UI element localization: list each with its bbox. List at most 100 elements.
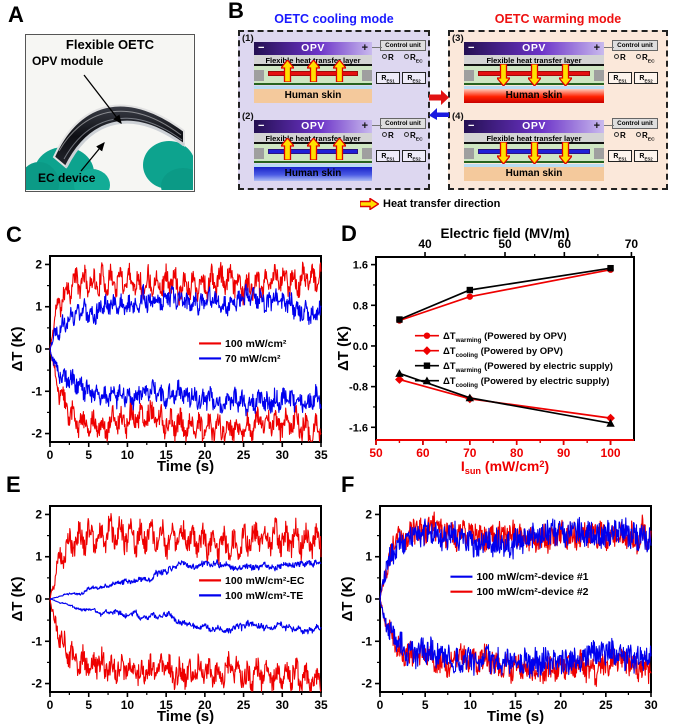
x-tick-label: 25 (599, 698, 613, 712)
chart-e-svg: 0 5 10 15 20 25 30 35 -2 -1 0 1 2 Time (s) ΔT (K) 100 m… (9, 505, 328, 725)
device-diagram-(2): (2) − OPV + Flexible heat transfer layer Huma… (242, 112, 428, 188)
label-subscript: ES2 (412, 156, 421, 162)
human-skin-layer: Human skin (464, 167, 604, 181)
label-part: (mW/cm (481, 458, 539, 474)
control-unit-box: Control unit (380, 118, 426, 129)
marker-triangle (422, 376, 432, 385)
y-axis-label: ΔT (K) (10, 577, 26, 622)
label-base: R (407, 75, 413, 82)
x-tick-label-red: 60 (416, 446, 430, 460)
resistor-es1: RES1 (608, 72, 632, 84)
heat-arrow-down (497, 142, 511, 164)
x-axis-label: Time (s) (487, 708, 544, 725)
marker-square (396, 316, 403, 323)
heat-arrow-glyph (332, 60, 346, 82)
switch-rec: REC (636, 54, 655, 66)
label-part: ΔT (443, 376, 456, 387)
heat-arrow-icon (360, 198, 379, 210)
legend-label: ΔTcooling (Powered by OPV) (443, 346, 563, 359)
label-subscript: ES2 (644, 156, 653, 162)
x-tick-label: 25 (237, 448, 251, 462)
label-subscript: ES2 (412, 78, 421, 84)
ec-pointer-arrow (80, 141, 105, 172)
resistor-es1: RES1 (608, 150, 632, 162)
label-base: R (642, 53, 648, 62)
panel-label-b: B (228, 0, 244, 23)
legend-label: 100 mW/cm²-EC (225, 575, 305, 587)
y-tick-label: 1 (365, 550, 372, 564)
legend-label: 70 mW/cm² (225, 353, 281, 365)
resistor-es2: RES2 (402, 72, 426, 84)
top-tick-label: 50 (498, 237, 512, 251)
opv-layer: − OPV + (464, 42, 604, 55)
support-block-right (362, 70, 372, 81)
label-base: R (388, 131, 394, 140)
y-tick-label: 1 (35, 550, 42, 564)
x-tick-label: 20 (554, 698, 568, 712)
marker-diamond (395, 375, 404, 384)
x-tick-label-red: 50 (369, 446, 383, 460)
label-base: R (381, 75, 387, 82)
label-base: R (613, 75, 619, 82)
label-subscript: EC (415, 137, 423, 143)
x-tick-label: 35 (314, 448, 328, 462)
heat-arrow-up (307, 138, 320, 160)
label-part: (Powered by electric supply) (482, 361, 613, 372)
label-part: sun (465, 466, 482, 476)
inner-layer-line-blue (464, 163, 604, 167)
series-warming-2 (49, 283, 322, 350)
top-axis-label: Electric field (MV/m) (440, 226, 569, 241)
series-cooling-3 (49, 348, 322, 417)
label-subscript: EC (647, 137, 655, 143)
control-unit-box: Control unit (612, 40, 658, 51)
y-tick-label: -1 (361, 634, 372, 648)
device-diagram-(3): (3) − OPV + Flexible heat transfer layer Huma… (452, 34, 666, 110)
heat-arrow-glyph (497, 142, 511, 164)
opv-label: OPV (301, 120, 325, 133)
switch-r: R (614, 132, 626, 140)
chart-f: 0 5 10 15 20 25 30 -2 -1 0 1 2 Time (s) ΔT (K) 100 mW/… (339, 488, 665, 726)
label-part: (Powered by electric supply) (478, 376, 609, 387)
label-part: warming (455, 337, 482, 344)
legend-label: ΔTwarming (Powered by OPV) (443, 331, 567, 344)
inner-layer-line-blue (254, 163, 372, 167)
y-axis-label: ΔT (K) (10, 327, 26, 372)
heat-transfer-legend: Heat transfer direction (360, 198, 500, 210)
y-tick-label: -0.8 (349, 382, 368, 394)
opv-plus-terminal: + (593, 42, 600, 54)
opv-layer: − OPV + (254, 42, 372, 55)
support-block-right (594, 70, 604, 81)
x-tick-label-red: 90 (557, 446, 571, 460)
switch-to-warming-arrow (429, 90, 449, 105)
heat-arrow-glyph (528, 142, 541, 164)
wire-opv-to-control (372, 47, 382, 49)
heat-arrow-glyph (281, 138, 295, 160)
y-tick-label: 2 (365, 507, 372, 521)
x-axis-label: Time (s) (157, 458, 214, 475)
y-tick-label: 1 (35, 300, 42, 314)
legend-label: 100 mW/cm²-TE (225, 590, 303, 602)
label-part: cooling (456, 382, 479, 389)
x-tick-label: 5 (85, 698, 92, 712)
top-tick-label: 70 (625, 237, 639, 251)
heat-arrow-glyph (558, 142, 572, 164)
y-tick-label: 2 (35, 507, 42, 521)
inner-layer-line-green (254, 161, 372, 163)
marker-triangle (606, 419, 615, 427)
wire-opv-to-control (372, 125, 382, 127)
y-tick-label: 0 (35, 592, 42, 606)
inner-layer-line-green (254, 83, 372, 85)
label-part: ΔT (443, 346, 456, 357)
label-subscript: ES2 (644, 78, 653, 84)
legend-label: 100 mW/cm² (225, 338, 287, 350)
cooling-mode-box: (1) − OPV + Flexible heat transfer layer Huma… (238, 30, 430, 190)
series-cooling-3 (379, 598, 652, 678)
label-base: R (388, 53, 394, 62)
heat-arrow-glyph (307, 138, 320, 160)
marker-square (607, 264, 614, 272)
opv-layer: − OPV + (254, 120, 372, 133)
switch-to-cooling-arrow (429, 108, 449, 120)
y-tick-label: -2 (361, 677, 372, 691)
heat-arrow-glyph (307, 60, 320, 82)
